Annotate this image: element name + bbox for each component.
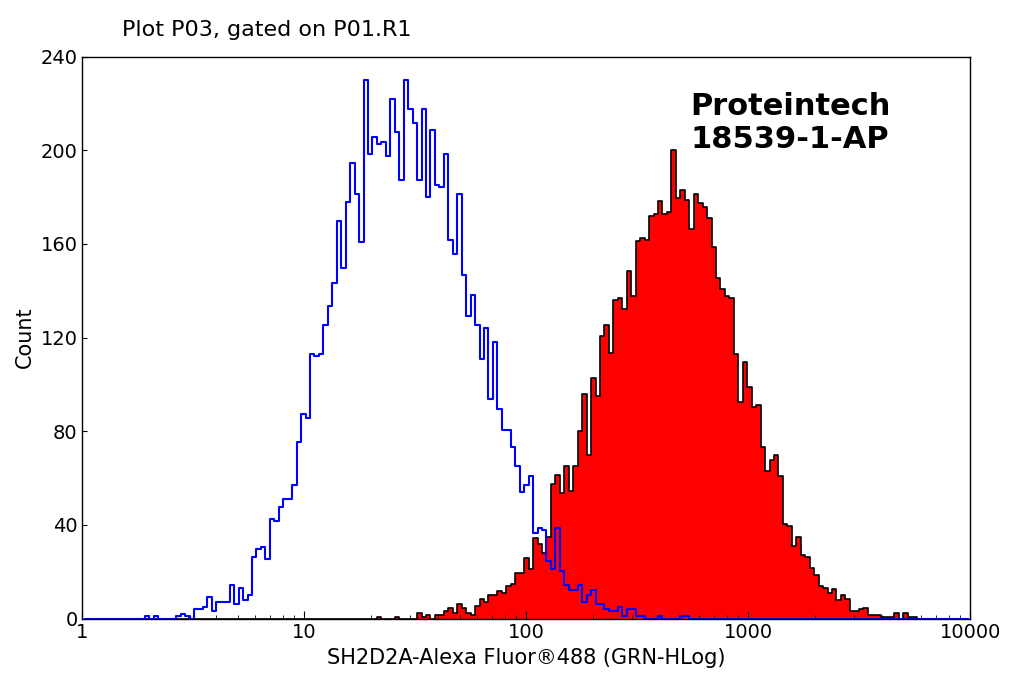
Y-axis label: Count: Count bbox=[15, 307, 35, 368]
X-axis label: SH2D2A-Alexa Fluor®488 (GRN-HLog): SH2D2A-Alexa Fluor®488 (GRN-HLog) bbox=[327, 648, 725, 668]
Text: Plot P03, gated on P01.R1: Plot P03, gated on P01.R1 bbox=[122, 20, 411, 40]
Text: Proteintech
18539-1-AP: Proteintech 18539-1-AP bbox=[691, 92, 891, 154]
